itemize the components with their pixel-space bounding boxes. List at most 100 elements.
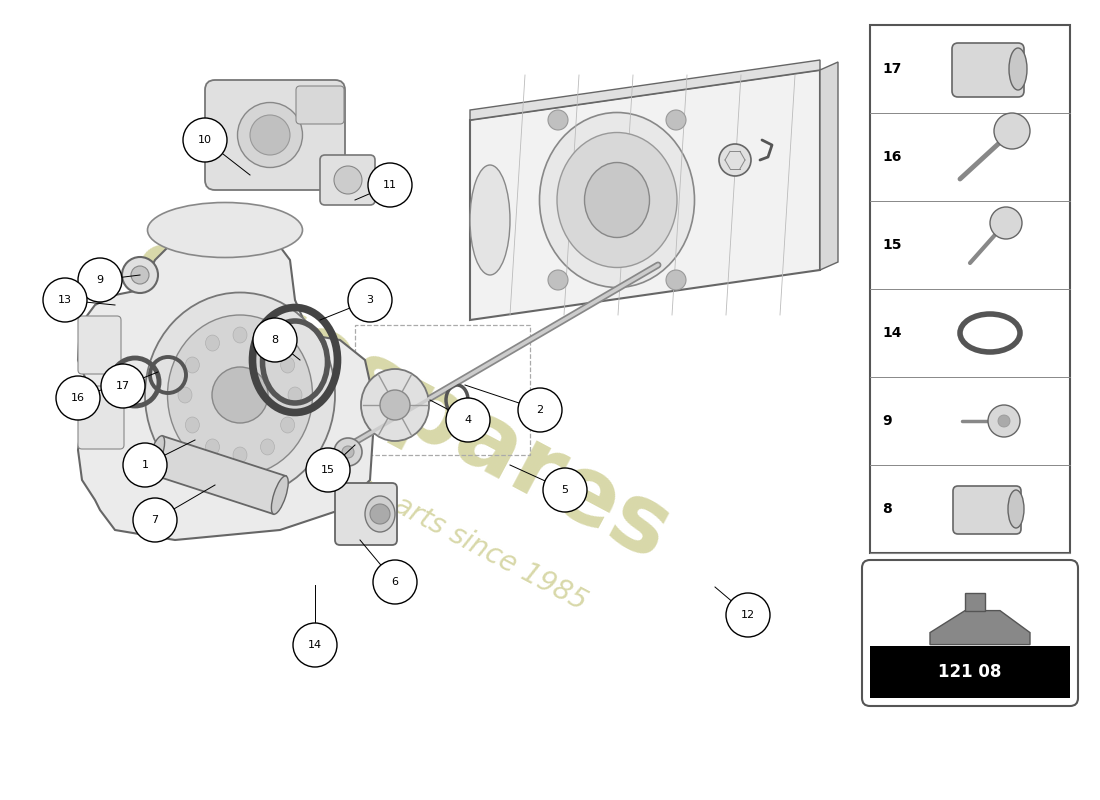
Circle shape [518, 388, 562, 432]
Ellipse shape [233, 327, 248, 343]
Circle shape [548, 110, 568, 130]
Circle shape [293, 623, 337, 667]
Ellipse shape [361, 369, 429, 441]
Text: 9: 9 [97, 275, 103, 285]
Circle shape [101, 364, 145, 408]
Circle shape [342, 446, 354, 458]
Polygon shape [965, 593, 985, 610]
FancyBboxPatch shape [953, 486, 1021, 534]
Polygon shape [470, 70, 820, 320]
Polygon shape [150, 436, 286, 514]
FancyBboxPatch shape [78, 386, 124, 449]
FancyBboxPatch shape [320, 155, 375, 205]
Circle shape [373, 560, 417, 604]
Circle shape [122, 257, 158, 293]
Text: 2: 2 [537, 405, 543, 415]
Circle shape [719, 144, 751, 176]
Circle shape [368, 163, 412, 207]
Text: 17: 17 [882, 62, 901, 76]
Circle shape [334, 438, 362, 466]
Circle shape [990, 207, 1022, 239]
Ellipse shape [557, 133, 676, 267]
Circle shape [78, 258, 122, 302]
Text: 16: 16 [72, 393, 85, 403]
Circle shape [726, 593, 770, 637]
Ellipse shape [1008, 490, 1024, 528]
Circle shape [543, 468, 587, 512]
Text: 1: 1 [142, 460, 148, 470]
Text: 3: 3 [366, 295, 374, 305]
Ellipse shape [584, 162, 649, 238]
Text: 9: 9 [882, 414, 892, 428]
Circle shape [306, 448, 350, 492]
Ellipse shape [470, 165, 510, 275]
Text: 17: 17 [116, 381, 130, 391]
Text: eurospares: eurospares [114, 219, 685, 581]
Circle shape [123, 443, 167, 487]
Ellipse shape [1009, 48, 1027, 90]
FancyBboxPatch shape [78, 316, 121, 374]
FancyBboxPatch shape [862, 560, 1078, 706]
Ellipse shape [206, 335, 220, 351]
Text: 8: 8 [272, 335, 278, 345]
Text: 7: 7 [152, 515, 158, 525]
Circle shape [666, 110, 686, 130]
Text: 8: 8 [882, 502, 892, 516]
Text: 12: 12 [741, 610, 755, 620]
Polygon shape [930, 610, 1030, 645]
Text: 14: 14 [308, 640, 322, 650]
Circle shape [43, 278, 87, 322]
Bar [870, 25, 1070, 553]
Ellipse shape [167, 315, 312, 475]
Circle shape [212, 367, 268, 423]
Text: 10: 10 [198, 135, 212, 145]
Text: 11: 11 [383, 180, 397, 190]
Circle shape [250, 115, 290, 155]
FancyBboxPatch shape [952, 43, 1024, 97]
Polygon shape [820, 62, 838, 270]
Ellipse shape [145, 293, 336, 498]
Circle shape [994, 113, 1030, 149]
Ellipse shape [365, 496, 395, 532]
Circle shape [446, 398, 490, 442]
FancyBboxPatch shape [205, 80, 345, 190]
Bar [355, 325, 530, 455]
Ellipse shape [261, 335, 275, 351]
Circle shape [133, 498, 177, 542]
Ellipse shape [206, 439, 220, 455]
Circle shape [348, 278, 392, 322]
Ellipse shape [272, 476, 288, 514]
Circle shape [379, 390, 410, 420]
Ellipse shape [186, 357, 199, 373]
Ellipse shape [238, 102, 302, 167]
Text: 15: 15 [321, 465, 336, 475]
Polygon shape [78, 225, 375, 540]
Circle shape [56, 376, 100, 420]
Text: 16: 16 [882, 150, 901, 164]
Ellipse shape [539, 113, 694, 287]
Circle shape [253, 318, 297, 362]
Ellipse shape [280, 417, 295, 433]
Circle shape [998, 415, 1010, 427]
Ellipse shape [186, 417, 199, 433]
Text: a passion for parts since 1985: a passion for parts since 1985 [208, 394, 592, 616]
Circle shape [548, 270, 568, 290]
Polygon shape [470, 60, 820, 120]
FancyBboxPatch shape [296, 86, 344, 124]
Circle shape [334, 166, 362, 194]
FancyBboxPatch shape [336, 483, 397, 545]
Circle shape [131, 266, 149, 284]
Ellipse shape [280, 357, 295, 373]
Ellipse shape [233, 447, 248, 463]
Ellipse shape [261, 439, 275, 455]
Circle shape [370, 504, 390, 524]
Text: 15: 15 [882, 238, 902, 252]
Text: 5: 5 [561, 485, 569, 495]
Bar [870, 646, 1070, 698]
Text: 13: 13 [58, 295, 72, 305]
Circle shape [183, 118, 227, 162]
Ellipse shape [288, 387, 302, 403]
Circle shape [666, 270, 686, 290]
Ellipse shape [147, 202, 302, 258]
Text: 6: 6 [392, 577, 398, 587]
